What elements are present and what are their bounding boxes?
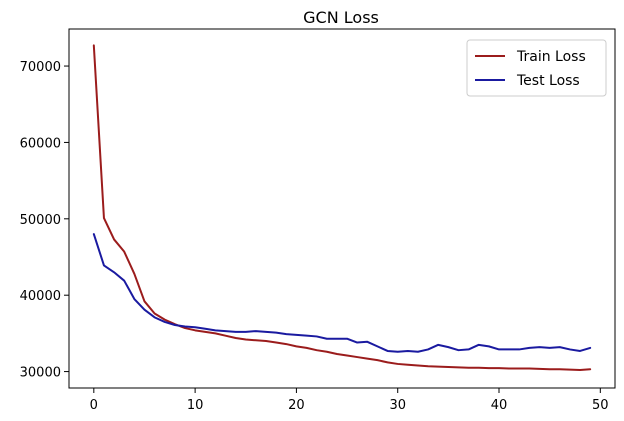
plot-lines xyxy=(92,44,592,372)
y-tick-label: 60000 xyxy=(20,136,61,151)
x-tick-label: 40 xyxy=(491,398,508,413)
y-axis: 30000 40000 50000 60000 70000 xyxy=(20,60,69,381)
x-tick-label: 30 xyxy=(389,398,406,413)
y-tick-label: 40000 xyxy=(20,289,61,304)
x-axis: 0 10 20 30 40 50 xyxy=(90,388,609,413)
x-tick-label: 10 xyxy=(187,398,204,413)
plot-frame xyxy=(68,28,616,389)
legend-test-label: Test Loss xyxy=(516,73,580,89)
y-tick-label: 70000 xyxy=(20,60,61,75)
legend: Train Loss Test Loss xyxy=(466,39,607,97)
x-tick-label: 50 xyxy=(592,398,609,413)
x-tick-label: 20 xyxy=(288,398,305,413)
x-tick-label: 0 xyxy=(90,398,98,413)
y-tick-label: 30000 xyxy=(20,366,61,381)
legend-box xyxy=(466,39,607,97)
legend-train-label: Train Loss xyxy=(516,49,586,65)
series-line-test-loss xyxy=(92,233,592,353)
y-tick-label: 50000 xyxy=(20,213,61,228)
chart-title: GCN Loss xyxy=(303,8,379,27)
